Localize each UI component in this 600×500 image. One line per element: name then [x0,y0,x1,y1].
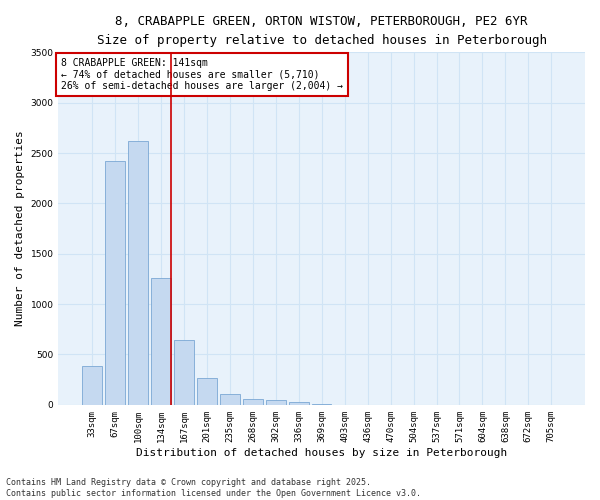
Bar [266,400,286,405]
Bar [220,394,239,405]
Bar [174,340,194,405]
X-axis label: Distribution of detached houses by size in Peterborough: Distribution of detached houses by size … [136,448,508,458]
Bar [243,400,263,405]
Bar [312,404,331,405]
Bar [289,402,308,405]
Bar [106,161,125,405]
Text: 8 CRABAPPLE GREEN: 141sqm
← 74% of detached houses are smaller (5,710)
26% of se: 8 CRABAPPLE GREEN: 141sqm ← 74% of detac… [61,58,343,91]
Bar [82,366,102,405]
Y-axis label: Number of detached properties: Number of detached properties [15,130,25,326]
Title: 8, CRABAPPLE GREEN, ORTON WISTOW, PETERBOROUGH, PE2 6YR
Size of property relativ: 8, CRABAPPLE GREEN, ORTON WISTOW, PETERB… [97,15,547,47]
Text: Contains HM Land Registry data © Crown copyright and database right 2025.
Contai: Contains HM Land Registry data © Crown c… [6,478,421,498]
Bar [128,141,148,405]
Bar [151,278,171,405]
Bar [197,378,217,405]
